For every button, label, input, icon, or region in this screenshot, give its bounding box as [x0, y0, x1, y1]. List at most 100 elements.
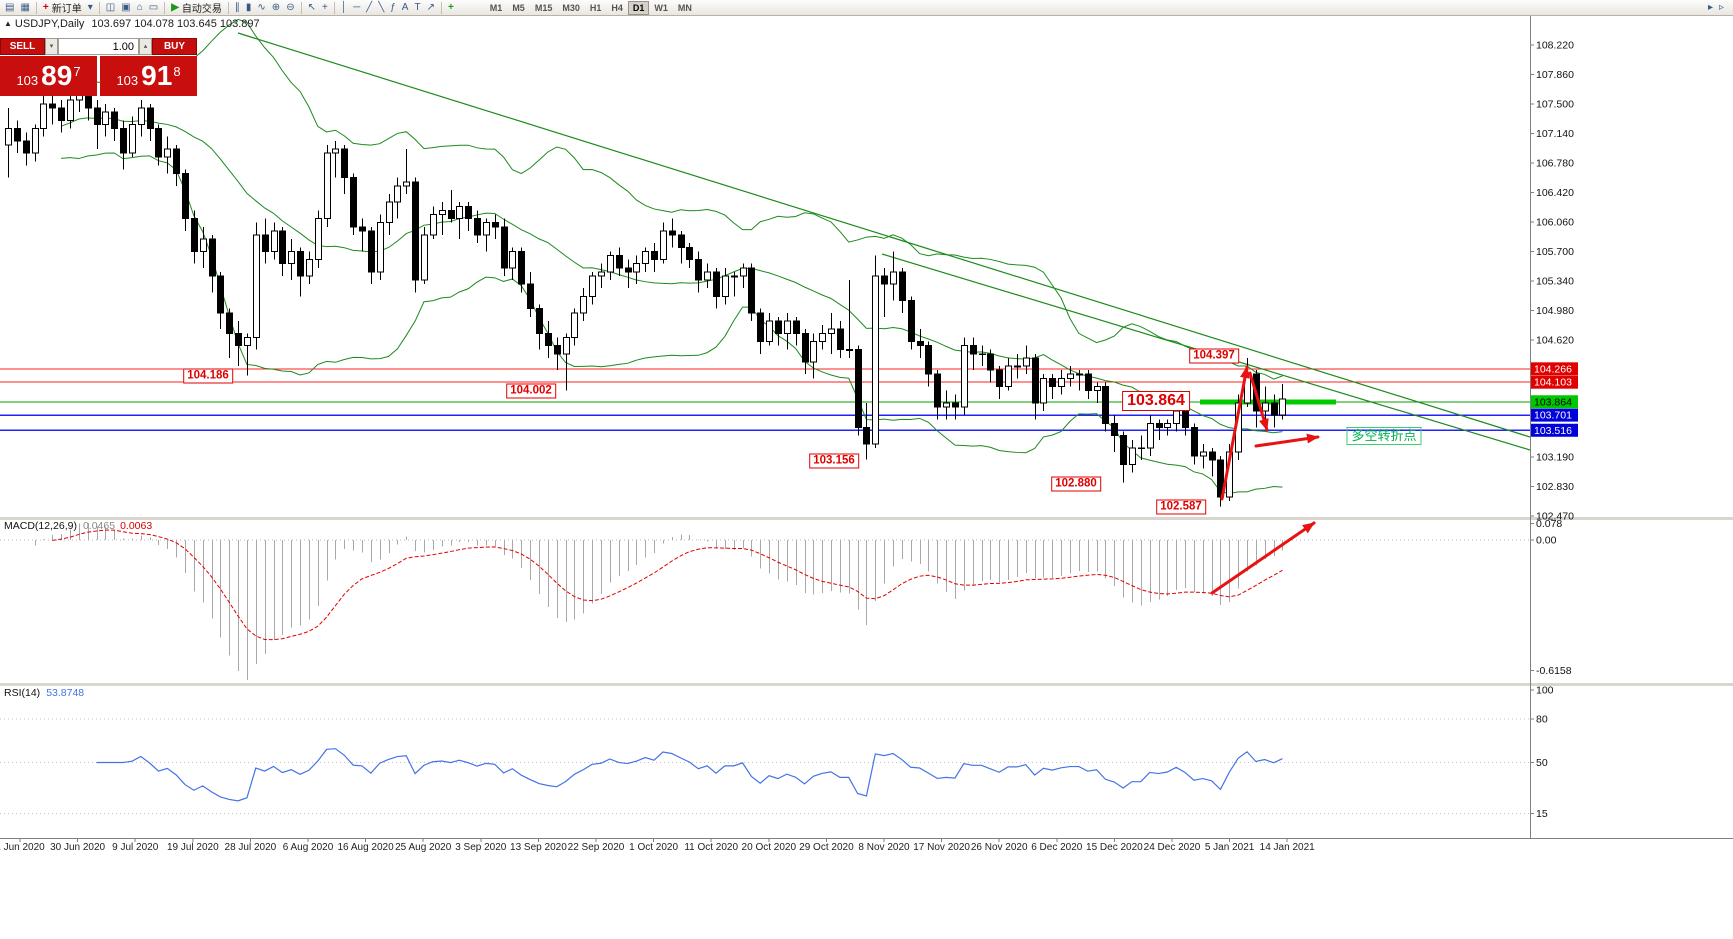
timeframe-h4-button[interactable]: H4 [606, 1, 628, 15]
date-axis-label: 16 Aug 2020 [338, 842, 395, 853]
trend-arrow[interactable] [1210, 521, 1316, 595]
toolbar-line-chart-mode-button[interactable]: ∿ [255, 1, 267, 15]
toolbar-candle-chart-mode-button[interactable]: ▮ [244, 1, 254, 15]
date-axis-label: 14 Jan 2021 [1260, 842, 1315, 853]
date-axis-label: 22 Sep 2020 [568, 842, 625, 853]
toolbar-auto-trading-button[interactable]: ▶ 自动交易 [169, 1, 224, 16]
fibonacci-tool-icon: ƒ [390, 1, 396, 13]
price-axis-label: 102.830 [1536, 481, 1574, 493]
price-tag-red [1531, 375, 1578, 389]
toolbar-chart-profiles-button[interactable]: ▦ [18, 1, 31, 15]
rsi-axis-label: 100 [1536, 685, 1554, 697]
price-axis-label: 107.860 [1536, 69, 1574, 81]
toolbar-new-chart-button[interactable]: ▤ [3, 1, 16, 15]
price-axis[interactable]: 108.220 107.860 107.500 107.140 106.780 106.4… [0, 40, 1578, 854]
channel-tool-icon: ╲ [378, 1, 385, 13]
trade-order-row: SELL ▾ ▴ BUY [0, 38, 197, 55]
trend-arrow[interactable] [1254, 433, 1320, 448]
ask-prefix: 103 [116, 73, 139, 88]
toolbar-label-tool-button[interactable]: T [412, 1, 422, 15]
bid-pip-digit: 7 [73, 64, 81, 79]
timeframe-m30-button[interactable]: M30 [557, 1, 585, 15]
bid-prefix: 103 [16, 73, 39, 88]
toolbar-market-watch-button[interactable]: ◫ [104, 1, 117, 15]
date-axis-label: 26 Nov 2020 [971, 842, 1028, 853]
toolbar-cursor-tool-button[interactable]: ↖ [306, 1, 318, 15]
date-axis-label: 28 Jul 2020 [225, 842, 277, 853]
toolbar-separator [98, 1, 100, 14]
sell-button[interactable]: SELL [0, 38, 45, 55]
date-axis-label: 20 Oct 2020 [742, 842, 797, 853]
timeframe-h1-button[interactable]: H1 [585, 1, 607, 15]
price-tag-blue [1531, 408, 1578, 422]
price-tag-green [1531, 395, 1578, 409]
toolbar-arrow-tool-button[interactable]: ↗ [425, 1, 437, 15]
buy-button[interactable]: BUY [152, 38, 197, 55]
toolbar: ▤ ▦ + 新订单 ▾ ◫ ▣ ⌂ ▭ ▶ 自动交易 ∥ ▮ ∿ ⊕ ⊖ ↖ + │ ─ ╱ ╲ ƒ A T ↗ + M1 M5 M15 M… [0, 0, 1733, 16]
ask-price[interactable]: 103 91 8 [100, 56, 197, 96]
toolbar-navigator-button[interactable]: ⌂ [135, 1, 145, 15]
timeframe-m15-button[interactable]: M15 [530, 1, 558, 15]
toolbar-trendline-tool-button[interactable]: ╱ [364, 1, 374, 15]
timeframe-m1-button[interactable]: M1 [485, 1, 508, 15]
trend-arrow[interactable] [1248, 371, 1269, 432]
bid-price[interactable]: 103 89 7 [0, 56, 97, 96]
volume-up-button[interactable]: ▴ [139, 38, 152, 55]
volume-input[interactable] [58, 38, 139, 55]
price-tag-red [1531, 362, 1578, 376]
toolbar-zoom-out-button[interactable]: ⊖ [284, 1, 296, 15]
date-axis-label: 8 Nov 2020 [858, 842, 910, 853]
timeframe-mn-button[interactable]: MN [673, 1, 697, 15]
date-axis-label: 3 Sep 2020 [455, 842, 507, 853]
volume-down-button[interactable]: ▾ [45, 38, 58, 55]
price-axis-label: 104.620 [1536, 334, 1574, 346]
date-axis-label: 11 Oct 2020 [684, 842, 738, 853]
price-axis-label: 106.060 [1536, 216, 1574, 228]
toolbar-bar-chart-mode-button[interactable]: ∥ [233, 1, 242, 15]
rsi-name: RSI(14) [4, 687, 41, 699]
toolbar-separator [35, 1, 37, 14]
market-watch-icon: ◫ [105, 1, 116, 13]
toolbar-fibonacci-tool-button[interactable]: ƒ [388, 1, 398, 15]
new-order-icon: + [42, 1, 49, 13]
rsi-line [96, 748, 1283, 802]
toolbar-separator [227, 1, 229, 14]
timeframe-d1-button[interactable]: D1 [627, 0, 650, 15]
toolbar-text-tool-button[interactable]: A [400, 1, 411, 15]
rsi-axis-label: 50 [1536, 757, 1548, 769]
navigator-icon: ⌂ [136, 1, 143, 13]
trend-arrow[interactable] [1220, 365, 1250, 501]
toolbar-new-order-dropdown-button[interactable]: ▾ [86, 1, 95, 15]
chart-ohlc-values: 103.697 104.078 103.645 103.897 [91, 18, 260, 30]
toolbar-auto-scroll-button[interactable]: ▸ [1706, 1, 1715, 15]
macd-pane [0, 523, 1530, 680]
symbol-marker-icon: ▲ [4, 19, 12, 28]
toolbar-terminal-button[interactable]: ▭ [147, 1, 160, 15]
chart-profiles-icon: ▦ [20, 1, 30, 13]
toolbar-zoom-in-button[interactable]: ⊕ [270, 1, 282, 15]
toolbar-new-order-button[interactable]: + 新订单 [41, 1, 84, 16]
toolbar-separator [440, 1, 442, 14]
toolbar-channel-tool-button[interactable]: ╲ [376, 1, 386, 15]
date-axis-label: 30 Jun 2020 [50, 842, 105, 853]
date-axis-label: 29 Oct 2020 [799, 842, 854, 853]
ask-main-digits: 91 [141, 60, 173, 91]
pane-divider[interactable] [0, 683, 1733, 686]
trade-price-row: 103 89 7 103 91 8 [0, 56, 197, 96]
toolbar-crosshair-tool-button[interactable]: + [320, 1, 330, 15]
bollinger-lower-band [61, 152, 1283, 494]
trendline-1[interactable] [237, 32, 1530, 438]
price-tag-blue [1531, 423, 1578, 437]
toolbar-vertical-line-tool-button[interactable]: │ [339, 1, 349, 15]
toolbar-data-window-button[interactable]: ▣ [119, 1, 132, 15]
date-axis-label: 1 Oct 2020 [629, 842, 678, 853]
timeframe-w1-button[interactable]: W1 [649, 1, 673, 15]
toolbar-chart-shift-button[interactable]: ▹ [1717, 1, 1726, 15]
chart-shift-icon: ▹ [1718, 1, 1724, 13]
timeframe-m5-button[interactable]: M5 [507, 1, 530, 15]
toolbar-indicators-button[interactable]: + [446, 1, 456, 15]
toolbar-horizontal-line-tool-button[interactable]: ─ [351, 1, 362, 15]
pane-divider[interactable] [0, 517, 1733, 520]
